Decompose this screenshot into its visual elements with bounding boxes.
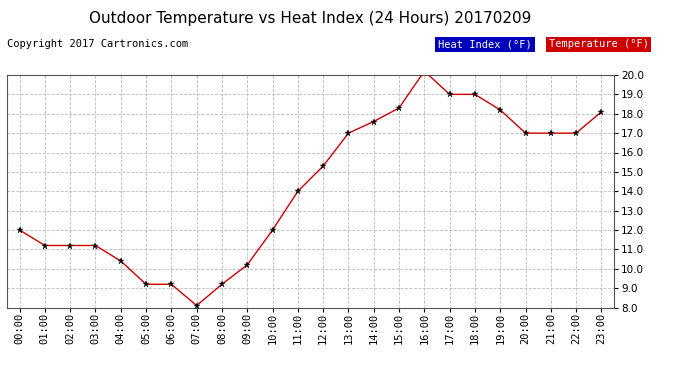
- Text: Copyright 2017 Cartronics.com: Copyright 2017 Cartronics.com: [7, 39, 188, 50]
- Text: Outdoor Temperature vs Heat Index (24 Hours) 20170209: Outdoor Temperature vs Heat Index (24 Ho…: [89, 11, 532, 26]
- Text: Heat Index (°F): Heat Index (°F): [438, 39, 532, 50]
- Text: Temperature (°F): Temperature (°F): [549, 39, 649, 50]
